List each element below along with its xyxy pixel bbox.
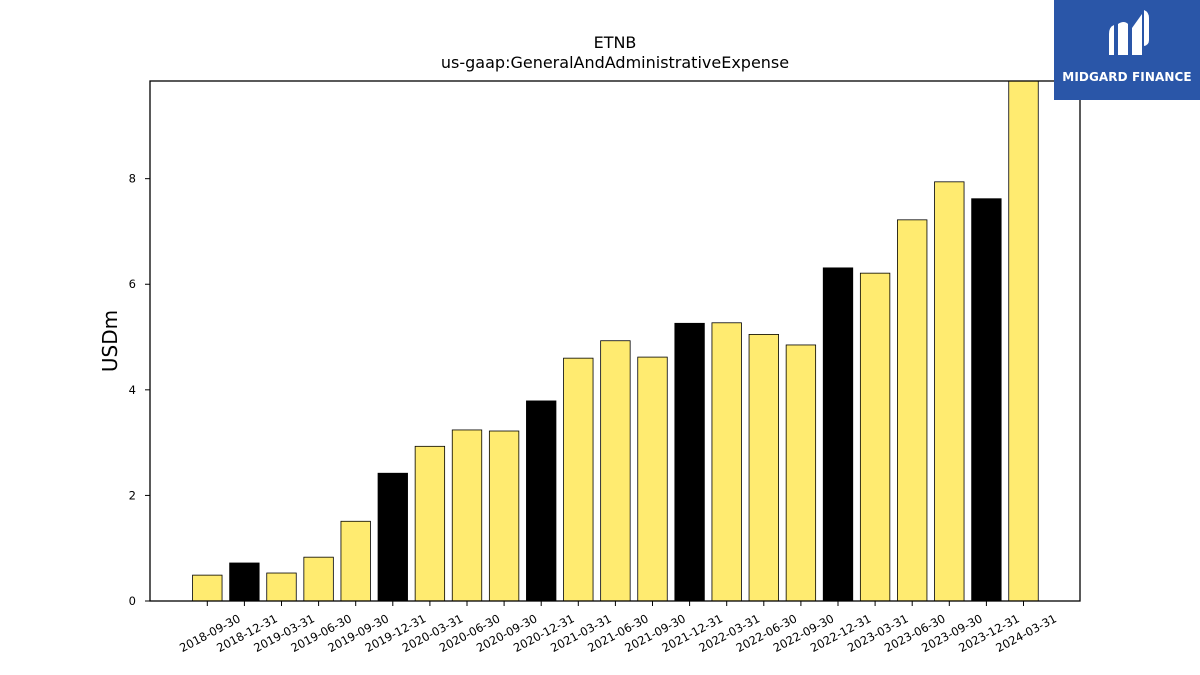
bar-2022-09-30 — [785, 344, 817, 602]
bar-2021-09-30 — [637, 356, 668, 602]
bar-2024-03-31 — [1008, 80, 1039, 602]
y-axis-label: USDm — [98, 310, 122, 372]
bar-2019-12-31 — [377, 472, 408, 602]
y-tick-label: 0 — [129, 594, 136, 608]
y-tick-label: 8 — [129, 172, 136, 186]
bar-2019-09-30 — [340, 520, 371, 602]
y-ticks-group: 0 2 4 6 8 — [129, 172, 150, 608]
bar-2022-06-30 — [748, 333, 779, 602]
bar-2022-03-31 — [711, 322, 742, 602]
bar-2019-03-31 — [266, 572, 297, 602]
midgard-logo-icon — [1109, 10, 1149, 55]
bar-2021-03-31 — [563, 357, 594, 602]
bar-2023-06-30 — [897, 219, 928, 602]
y-tick-label: 4 — [129, 383, 136, 397]
logo-text: MIDGARD FINANCE — [1062, 70, 1192, 84]
bar-2020-03-31 — [414, 445, 446, 602]
bar-2021-12-31 — [674, 322, 705, 602]
bar-2020-12-31 — [526, 400, 557, 602]
bar-2023-03-31 — [859, 272, 891, 602]
plot-frame — [149, 80, 1081, 602]
bar-2019-06-30 — [303, 556, 334, 602]
bar-2018-09-30 — [192, 574, 223, 602]
bar-2023-09-30 — [934, 181, 965, 602]
bar-2021-06-30 — [600, 340, 631, 602]
bar-2022-12-31 — [822, 267, 854, 602]
y-tick-label: 6 — [129, 277, 136, 291]
bar-2020-06-30 — [451, 429, 483, 602]
bar-2020-09-30 — [488, 430, 520, 602]
chart-title: ETNB — [594, 33, 637, 52]
bar-2023-12-31 — [971, 198, 1002, 602]
bars-group — [192, 80, 1039, 602]
x-ticks-group: 2018-09-302018-12-312019-03-312019-06-30… — [177, 601, 1059, 655]
bar-2018-12-31 — [229, 562, 260, 602]
midgard-logo: MIDGARD FINANCE — [1054, 0, 1200, 100]
chart-subtitle: us-gaap:GeneralAndAdministrativeExpense — [441, 53, 789, 72]
y-tick-label: 2 — [129, 488, 136, 502]
